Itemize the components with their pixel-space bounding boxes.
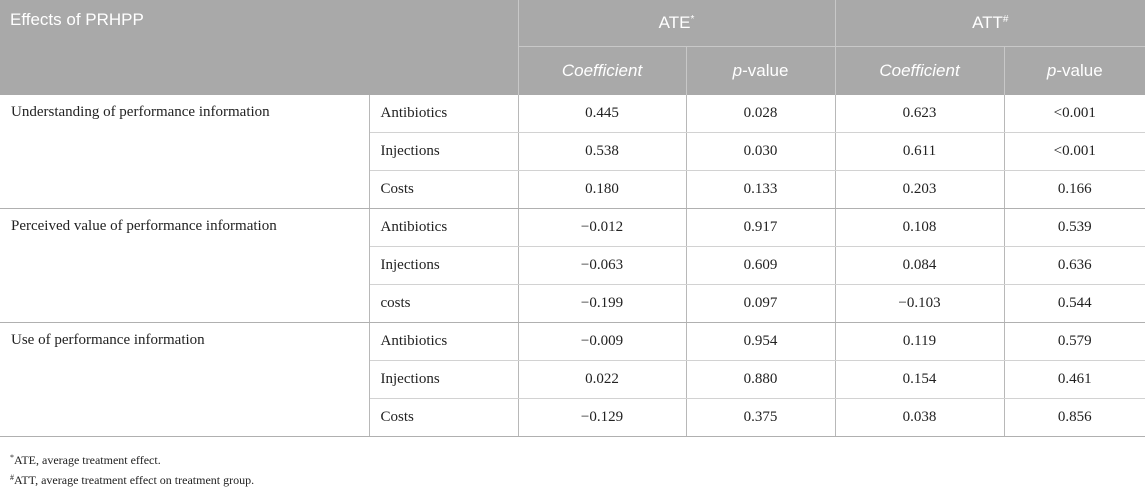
att-p-cell: 0.544: [1004, 284, 1145, 323]
table-row: Costs −0.129 0.375 0.038 0.856: [0, 398, 1145, 437]
outcome-cell: Costs: [369, 170, 519, 209]
footnote-ate: *ATE, average treatment effect.: [10, 453, 161, 467]
table-row: costs −0.199 0.097 −0.103 0.544: [0, 284, 1145, 323]
ate-p-cell: 0.030: [686, 132, 836, 171]
ate-p-cell: 0.609: [686, 246, 836, 285]
outcome-cell: Injections: [369, 360, 519, 399]
att-p-cell: 0.166: [1004, 170, 1145, 209]
table-row: Injections −0.063 0.609 0.084 0.636: [0, 246, 1145, 285]
att-coef-cell: 0.038: [835, 398, 1005, 437]
ate-p-cell: 0.880: [686, 360, 836, 399]
outcome-cell: Antibiotics: [369, 208, 519, 247]
att-coef-cell: 0.623: [835, 95, 1005, 133]
att-p-cell: <0.001: [1004, 132, 1145, 171]
effect-label: Use of performance information: [0, 322, 370, 437]
table-row: Costs 0.180 0.133 0.203 0.166: [0, 170, 1145, 209]
ate-p-cell: 0.954: [686, 322, 836, 361]
ate-p-cell: 0.097: [686, 284, 836, 323]
ate-p-value-header: p-value: [686, 46, 836, 95]
results-table: Effects of PRHPP ATE* ATT# Coefficient p…: [0, 0, 1145, 437]
table-row: Perceived value of performance informati…: [0, 208, 1145, 323]
outcome-cell: Injections: [369, 132, 519, 171]
effect-label: Perceived value of performance informati…: [0, 208, 370, 323]
outcome-cell: costs: [369, 284, 519, 323]
ate-group-header: ATE*: [518, 0, 836, 47]
corner-header: Effects of PRHPP: [0, 0, 519, 95]
att-coef-cell: 0.108: [835, 208, 1005, 247]
att-p-cell: 0.579: [1004, 322, 1145, 361]
att-p-value-header: p-value: [1004, 46, 1145, 95]
footnote-att: #ATT, average treatment effect on treatm…: [10, 473, 255, 487]
outcome-cell: Antibiotics: [369, 95, 519, 133]
ate-coef-cell: −0.063: [518, 246, 687, 285]
ate-p-cell: 0.133: [686, 170, 836, 209]
ate-coef-cell: −0.199: [518, 284, 687, 323]
ate-p-cell: 0.028: [686, 95, 836, 133]
att-coef-cell: 0.203: [835, 170, 1005, 209]
att-coefficient-header: Coefficient: [835, 46, 1005, 95]
att-group-header: ATT#: [835, 0, 1145, 47]
ate-coef-cell: −0.012: [518, 208, 687, 247]
att-p-cell: 0.636: [1004, 246, 1145, 285]
header-row-groups: Effects of PRHPP ATE* ATT#: [0, 0, 1145, 95]
table-row: Injections 0.022 0.880 0.154 0.461: [0, 360, 1145, 399]
att-coef-cell: 0.611: [835, 132, 1005, 171]
outcome-cell: Antibiotics: [369, 322, 519, 361]
table-row: Use of performance information Antibioti…: [0, 322, 1145, 437]
ate-p-cell: 0.917: [686, 208, 836, 247]
outcome-cell: Injections: [369, 246, 519, 285]
att-coef-cell: 0.084: [835, 246, 1005, 285]
footnotes: *ATE, average treatment effect. #ATT, av…: [10, 450, 254, 490]
ate-coef-cell: −0.009: [518, 322, 687, 361]
att-coef-cell: −0.103: [835, 284, 1005, 323]
outcome-cell: Costs: [369, 398, 519, 437]
table-row: Understanding of performance information…: [0, 95, 1145, 209]
att-p-cell: 0.539: [1004, 208, 1145, 247]
table-row: Injections 0.538 0.030 0.611 <0.001: [0, 132, 1145, 171]
ate-coef-cell: 0.180: [518, 170, 687, 209]
att-coef-cell: 0.119: [835, 322, 1005, 361]
ate-coef-cell: −0.129: [518, 398, 687, 437]
ate-coef-cell: 0.538: [518, 132, 687, 171]
effect-label: Understanding of performance information: [0, 95, 370, 209]
att-p-cell: 0.856: [1004, 398, 1145, 437]
header-row-subheaders: Coefficient p-value Coefficient p-value: [0, 46, 1145, 95]
ate-coefficient-header: Coefficient: [518, 46, 687, 95]
ate-coef-cell: 0.445: [518, 95, 687, 133]
att-p-cell: 0.461: [1004, 360, 1145, 399]
ate-coef-cell: 0.022: [518, 360, 687, 399]
att-coef-cell: 0.154: [835, 360, 1005, 399]
ate-p-cell: 0.375: [686, 398, 836, 437]
att-p-cell: <0.001: [1004, 95, 1145, 133]
